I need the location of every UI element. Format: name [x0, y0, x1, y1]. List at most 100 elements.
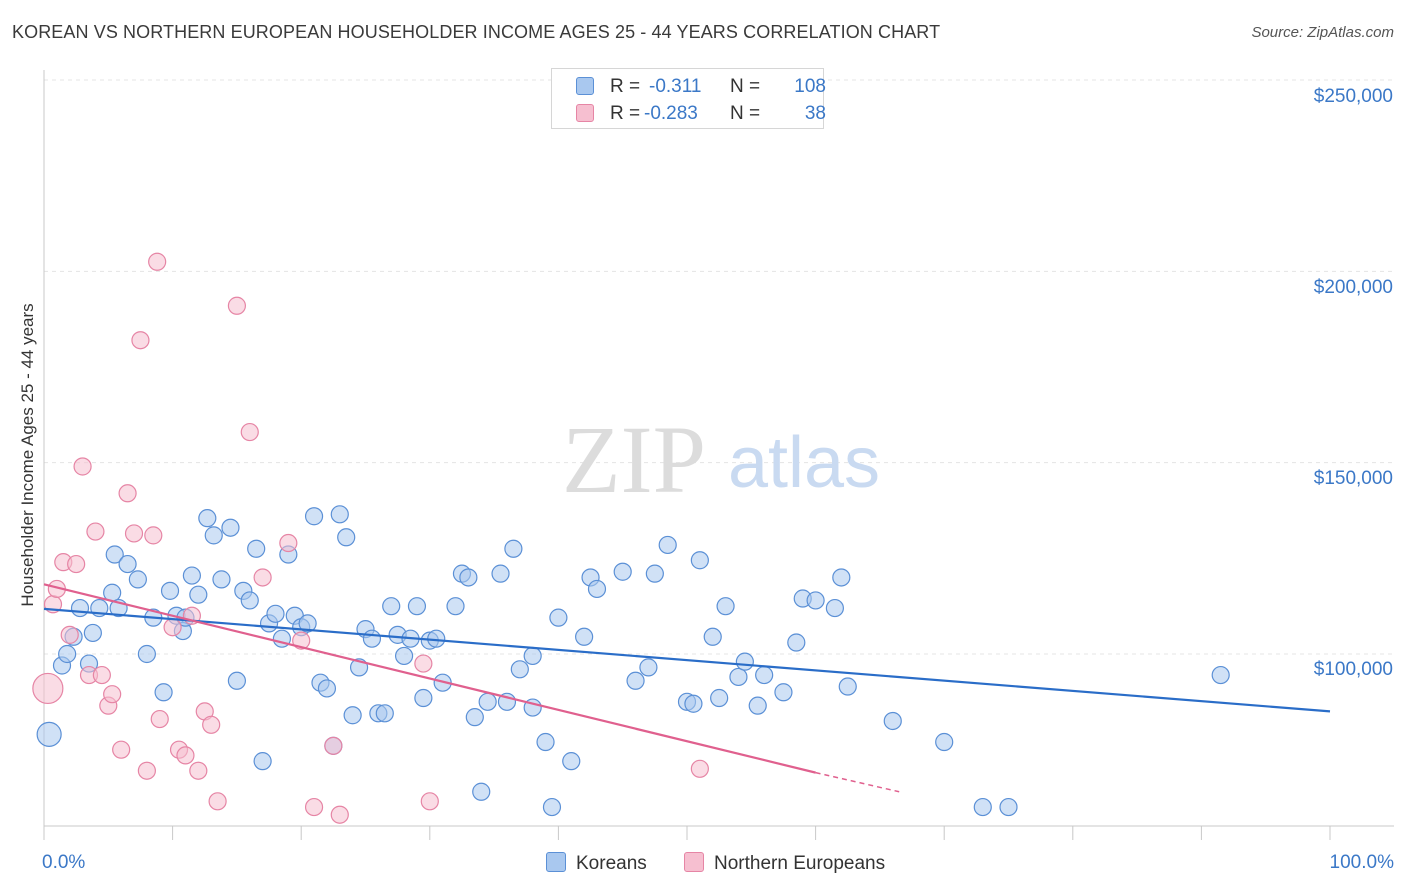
koreans-point — [491, 564, 510, 583]
northern-europeans-point — [292, 631, 311, 650]
koreans-point — [266, 604, 285, 623]
northern-europeans-point — [112, 740, 131, 759]
koreans-point — [774, 683, 793, 702]
koreans-point — [83, 623, 102, 643]
koreans-point — [755, 665, 774, 685]
r-value: -0.283 — [644, 103, 698, 124]
northern-europeans-point — [124, 524, 144, 543]
koreans-point — [716, 597, 735, 616]
northern-europeans-point — [60, 625, 79, 644]
koreans-point — [382, 597, 401, 616]
koreans-point — [838, 677, 857, 696]
koreans-point — [204, 526, 223, 545]
koreans-point — [729, 667, 748, 687]
koreans-point — [337, 528, 356, 547]
koreans-point — [465, 708, 484, 727]
y-tick-label: $150,000 — [1313, 468, 1393, 489]
koreans-point — [160, 581, 180, 600]
koreans-point — [472, 782, 491, 801]
koreans-point — [459, 568, 478, 587]
koreans-point — [298, 614, 317, 633]
y-axis-label: Householder Income Ages 25 - 44 years — [18, 303, 37, 607]
koreans-point — [414, 688, 433, 708]
koreans-point — [36, 721, 62, 747]
koreans-point — [973, 797, 992, 817]
koreans-point — [587, 579, 607, 599]
y-tick-label: $100,000 — [1313, 659, 1393, 680]
northern-europeans-point — [150, 709, 169, 729]
northern-europeans-points — [32, 252, 709, 824]
koreans-point — [253, 752, 272, 771]
northern-europeans-point — [92, 665, 111, 685]
koreans-point — [154, 683, 173, 702]
koreans-point — [478, 692, 497, 711]
koreans-point — [832, 568, 851, 587]
koreans-point — [58, 644, 77, 664]
koreans-point — [118, 554, 137, 574]
r-label: R = — [610, 103, 641, 124]
koreans-point — [227, 671, 246, 690]
koreans-point — [710, 688, 729, 708]
northern-europeans-swatch — [576, 104, 594, 122]
watermark-zip: ZIP — [562, 406, 706, 513]
northern-europeans-point — [144, 526, 163, 545]
koreans-point — [128, 570, 147, 589]
northern-europeans-point — [137, 761, 156, 780]
koreans-point — [189, 585, 208, 604]
chart-title: KOREAN VS NORTHERN EUROPEAN HOUSEHOLDER … — [12, 22, 941, 42]
koreans-point — [613, 562, 632, 581]
n-label: N = — [730, 103, 761, 124]
northern-europeans-point — [86, 522, 105, 541]
koreans-point — [70, 598, 90, 618]
koreans-point — [240, 591, 259, 610]
koreans-point — [735, 652, 754, 671]
koreans-point — [883, 711, 902, 731]
koreans-point — [362, 629, 382, 648]
northern-europeans-point — [690, 759, 709, 778]
koreans-point — [658, 535, 677, 555]
koreans-point — [825, 598, 844, 618]
northern-europeans-swatch — [684, 852, 704, 872]
northern-europeans-point — [304, 797, 324, 817]
koreans-point — [645, 564, 664, 583]
koreans-point — [510, 660, 529, 679]
grid-lines — [44, 79, 1394, 655]
koreans-point — [999, 797, 1018, 817]
koreans-point — [221, 518, 240, 537]
koreans-point — [105, 545, 124, 564]
koreans-point — [212, 570, 231, 589]
northern-europeans-trend-extension — [815, 771, 900, 793]
koreans-point — [304, 507, 324, 526]
northern-europeans-point — [279, 533, 298, 553]
northern-europeans-point — [163, 618, 182, 637]
northern-europeans-point — [330, 805, 349, 824]
koreans-point — [690, 551, 709, 570]
koreans-point — [394, 646, 414, 666]
correlation-legend: R = -0.311 N = 108 R = -0.283 N = 38 — [551, 68, 826, 129]
koreans-point — [504, 539, 523, 558]
y-tick-label: $250,000 — [1313, 86, 1393, 107]
koreans-point — [562, 752, 581, 771]
r-value: -0.311 — [649, 76, 702, 97]
koreans-point — [198, 509, 217, 528]
watermark: ZIP atlas — [562, 406, 880, 513]
koreans-point — [182, 566, 201, 585]
northern-europeans-point — [73, 457, 92, 476]
northern-europeans-point — [208, 792, 227, 811]
northern-europeans-point — [67, 554, 86, 574]
koreans-point — [247, 539, 266, 558]
koreans-point — [446, 597, 465, 616]
bottom-legend-northern-europeans: Northern Europeans — [684, 852, 885, 875]
northern-europeans-point — [414, 654, 433, 673]
y-tick-label: $200,000 — [1313, 277, 1393, 298]
n-value: 108 — [794, 76, 826, 97]
source-credit: Source: ZipAtlas.com — [1251, 24, 1394, 41]
northern-europeans-point — [103, 685, 122, 704]
koreans-point — [787, 633, 806, 652]
koreans-point — [407, 597, 427, 616]
northern-europeans-point — [118, 484, 137, 503]
koreans-point — [330, 505, 349, 524]
northern-europeans-point — [227, 296, 246, 315]
koreans-point — [375, 704, 394, 723]
